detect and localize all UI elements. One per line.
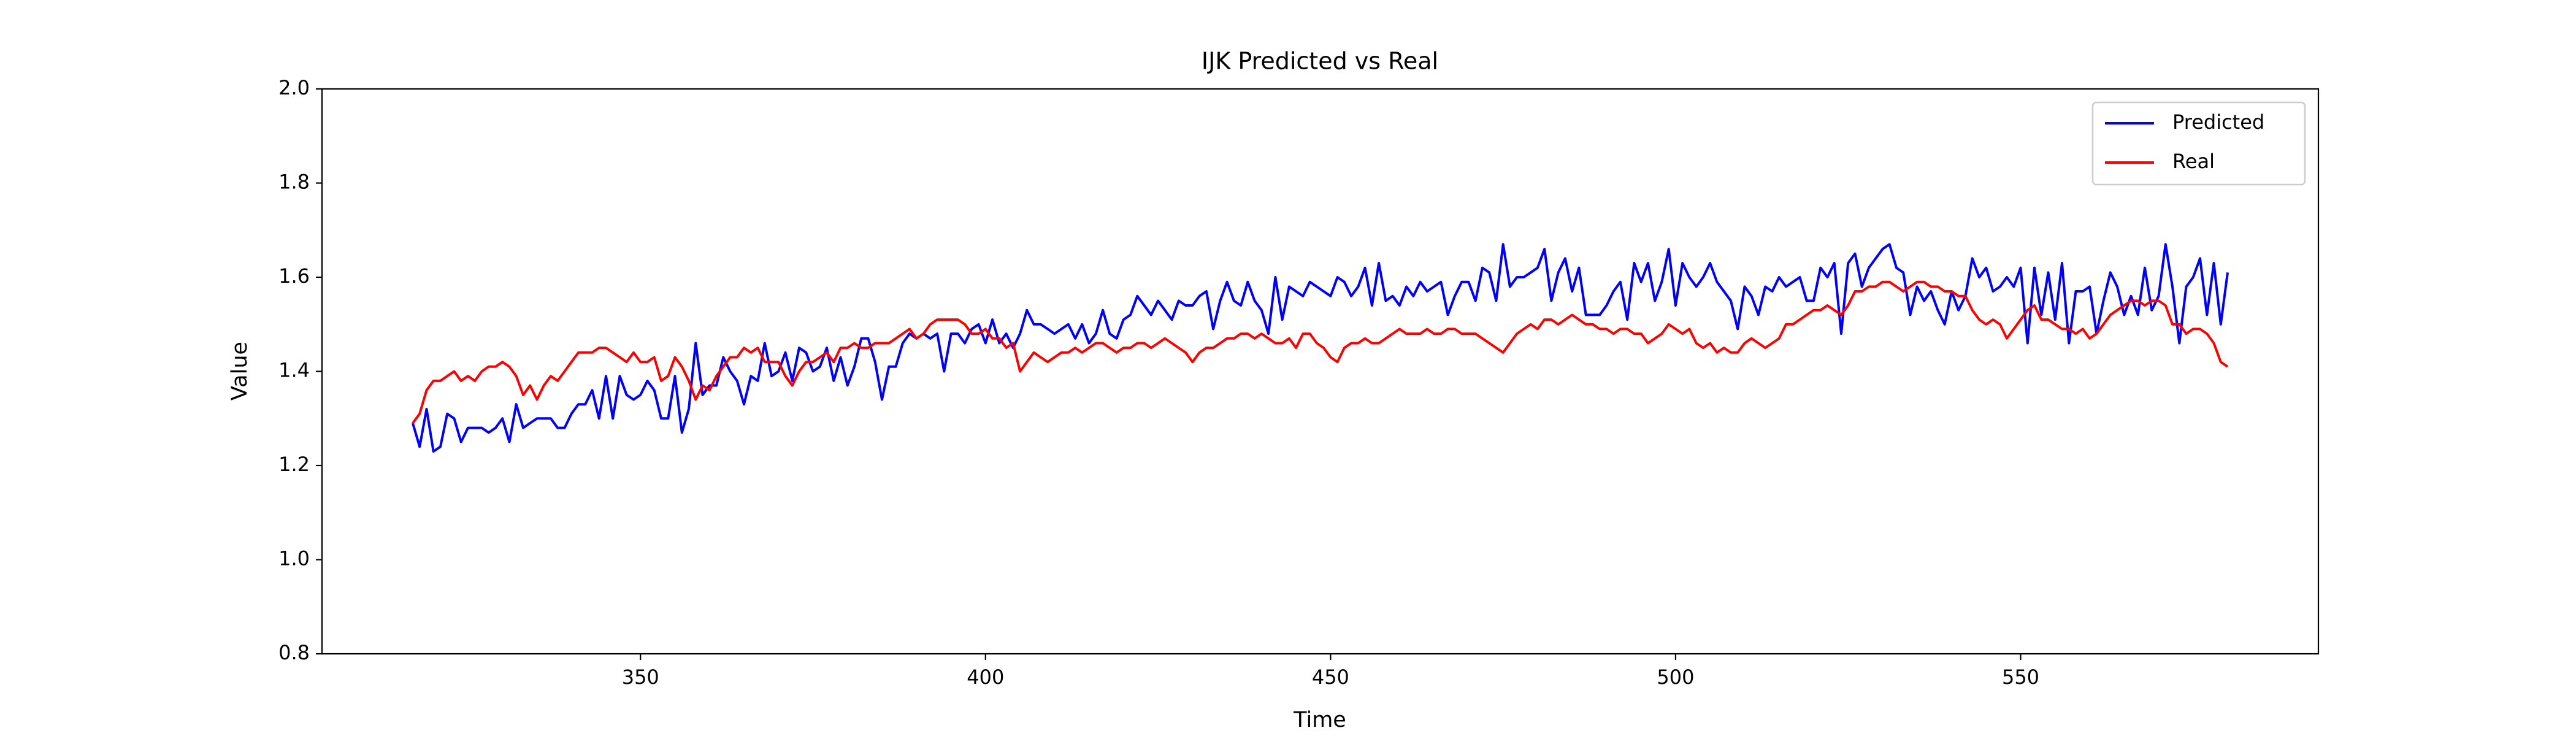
x-tick-label: 550: [2002, 665, 2039, 689]
data-line: [412, 280, 2229, 424]
y-tick-label: 1.2: [278, 453, 310, 476]
legend-label: Predicted: [2172, 110, 2264, 134]
legend-label: Real: [2172, 150, 2215, 173]
y-tick-label: 1.0: [278, 547, 310, 570]
data-line: [412, 243, 2229, 453]
y-tick-label: 2.0: [278, 76, 310, 99]
x-tick-label: 500: [1657, 665, 1694, 689]
y-tick-label: 0.8: [278, 641, 310, 664]
chart-title: IJK Predicted vs Real: [1202, 48, 1438, 75]
x-tick-label: 350: [622, 665, 659, 689]
x-tick-label: 400: [967, 665, 1004, 689]
x-axis-label: Time: [1293, 708, 1346, 732]
y-axis-label: Value: [228, 342, 252, 401]
y-tick-label: 1.6: [278, 264, 310, 288]
y-tick-label: 1.4: [278, 359, 310, 382]
y-tick-label: 1.8: [278, 171, 310, 194]
plot-frame: [321, 88, 2320, 655]
x-tick-label: 450: [1312, 665, 1349, 689]
